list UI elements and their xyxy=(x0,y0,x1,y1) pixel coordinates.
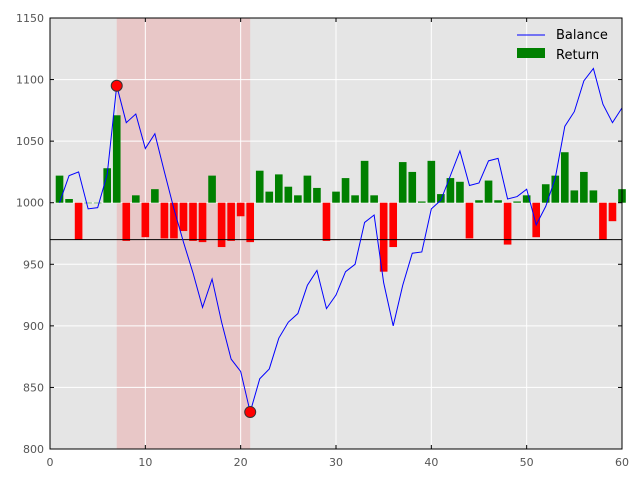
return-bar xyxy=(103,168,112,203)
return-bar xyxy=(551,175,560,203)
return-bar xyxy=(589,190,598,203)
return-bar xyxy=(246,202,255,243)
return-bar xyxy=(255,170,264,203)
y-tick-label: 1000 xyxy=(16,197,44,210)
x-tick-label: 40 xyxy=(424,456,438,469)
y-tick-label: 1150 xyxy=(16,12,44,25)
return-bar xyxy=(227,202,235,241)
return-bar xyxy=(131,195,140,203)
return-bar xyxy=(55,175,64,203)
x-tick-label: 20 xyxy=(234,456,248,469)
return-bar xyxy=(541,184,550,203)
return-bar xyxy=(389,202,398,248)
return-bar xyxy=(437,194,445,203)
return-bar xyxy=(303,175,312,203)
return-bar xyxy=(170,202,178,239)
return-bar xyxy=(456,181,464,203)
return-bar xyxy=(160,202,169,239)
return-bar xyxy=(599,202,607,240)
return-bar xyxy=(427,160,436,203)
return-bar xyxy=(265,191,274,203)
return-bar xyxy=(379,202,388,272)
return-bar xyxy=(503,202,512,245)
y-tick-label: 900 xyxy=(23,320,44,333)
return-bar xyxy=(351,195,359,203)
legend-label-return: Return xyxy=(556,48,599,63)
return-bar xyxy=(560,152,569,203)
legend-swatch-return xyxy=(517,48,545,58)
legend: Balance Return xyxy=(517,28,608,63)
return-bar xyxy=(236,202,245,217)
return-bar xyxy=(112,115,121,203)
return-bar xyxy=(294,195,302,203)
return-bar xyxy=(84,202,92,204)
return-bar xyxy=(198,202,207,243)
return-bar xyxy=(532,202,541,238)
balance-line-layer xyxy=(59,67,623,415)
return-bar xyxy=(370,195,378,203)
return-bar xyxy=(274,174,283,203)
y-tick-label: 950 xyxy=(23,258,44,271)
return-bar xyxy=(313,187,321,203)
return-bar xyxy=(65,199,73,203)
y-tick-label: 1050 xyxy=(16,135,44,148)
x-tick-label: 0 xyxy=(47,456,54,469)
return-bar xyxy=(360,160,369,203)
return-bar xyxy=(608,202,617,222)
return-bar xyxy=(122,202,131,241)
return-bar xyxy=(417,201,426,203)
return-bar xyxy=(284,186,293,203)
return-bar xyxy=(189,202,197,241)
x-tick-label: 60 xyxy=(615,456,629,469)
x-tick-label: 10 xyxy=(138,456,152,469)
return-bar xyxy=(74,202,83,240)
return-bar xyxy=(484,180,493,203)
return-bar xyxy=(93,202,102,204)
return-bar xyxy=(208,175,216,203)
return-bar xyxy=(494,200,502,203)
return-bar xyxy=(522,195,531,203)
balance-line xyxy=(59,67,623,415)
return-bar xyxy=(465,202,474,239)
bar-layer xyxy=(55,115,626,272)
marker-layer xyxy=(110,79,257,419)
legend-label-balance: Balance xyxy=(556,28,608,43)
return-bar xyxy=(446,178,455,203)
return-bar xyxy=(513,201,521,203)
return-bar xyxy=(179,202,188,232)
return-bar xyxy=(332,191,340,203)
y-tick-label: 850 xyxy=(23,381,44,394)
return-bar xyxy=(398,162,407,203)
return-bar xyxy=(570,190,579,203)
tick-layer: 0 10 20 30 40 50 60 800 850 900 950 1000 1050 1100 115… xyxy=(16,12,629,469)
return-bar xyxy=(217,202,226,248)
extreme-marker xyxy=(244,406,257,419)
extreme-marker xyxy=(110,79,123,92)
return-bar xyxy=(580,171,588,203)
y-tick-label: 1100 xyxy=(16,74,44,87)
x-tick-label: 30 xyxy=(329,456,343,469)
return-bar xyxy=(322,202,331,241)
return-bar xyxy=(141,202,150,238)
return-bar xyxy=(341,178,350,203)
y-tick-label: 800 xyxy=(23,443,44,456)
x-tick-label: 50 xyxy=(520,456,534,469)
return-bar xyxy=(151,189,159,203)
return-bar xyxy=(408,171,417,203)
return-bar xyxy=(475,200,483,203)
